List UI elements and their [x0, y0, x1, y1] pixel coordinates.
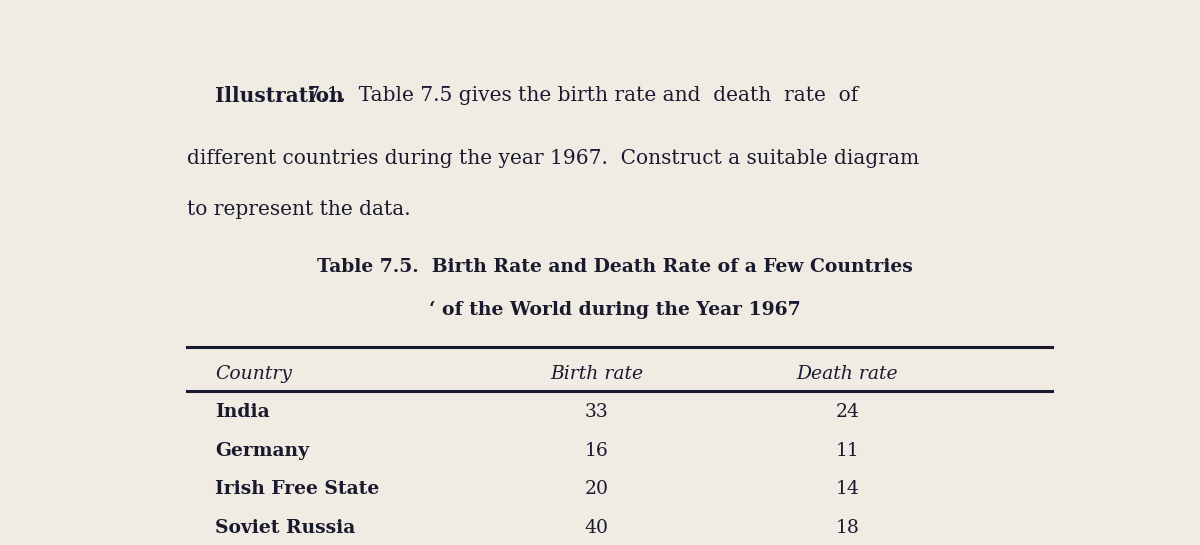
Text: ‘ of the World during the Year 1967: ‘ of the World during the Year 1967 — [430, 300, 800, 319]
Text: India: India — [215, 403, 270, 421]
Text: 18: 18 — [835, 519, 859, 537]
Text: Birth rate: Birth rate — [550, 366, 643, 384]
Text: to represent the data.: to represent the data. — [187, 199, 410, 219]
Text: Irish Free State: Irish Free State — [215, 481, 379, 499]
Text: 16: 16 — [584, 442, 608, 460]
Text: 7.1.  Table 7.5 gives the birth rate and  death  rate  of: 7.1. Table 7.5 gives the birth rate and … — [301, 86, 858, 105]
Text: Table 7.5.  Birth Rate and Death Rate of a Few Countries: Table 7.5. Birth Rate and Death Rate of … — [317, 258, 913, 276]
Text: Death rate: Death rate — [797, 366, 899, 384]
Text: 40: 40 — [584, 519, 608, 537]
Text: 24: 24 — [835, 403, 859, 421]
Text: 11: 11 — [835, 442, 859, 460]
Text: Country: Country — [215, 366, 292, 384]
Text: 20: 20 — [584, 481, 608, 499]
Text: Germany: Germany — [215, 442, 310, 460]
Text: 33: 33 — [584, 403, 608, 421]
Text: Illustration: Illustration — [215, 86, 344, 106]
Text: 14: 14 — [835, 481, 859, 499]
Text: different countries during the year 1967.  Construct a suitable diagram: different countries during the year 1967… — [187, 149, 919, 168]
Text: Soviet Russia: Soviet Russia — [215, 519, 355, 537]
